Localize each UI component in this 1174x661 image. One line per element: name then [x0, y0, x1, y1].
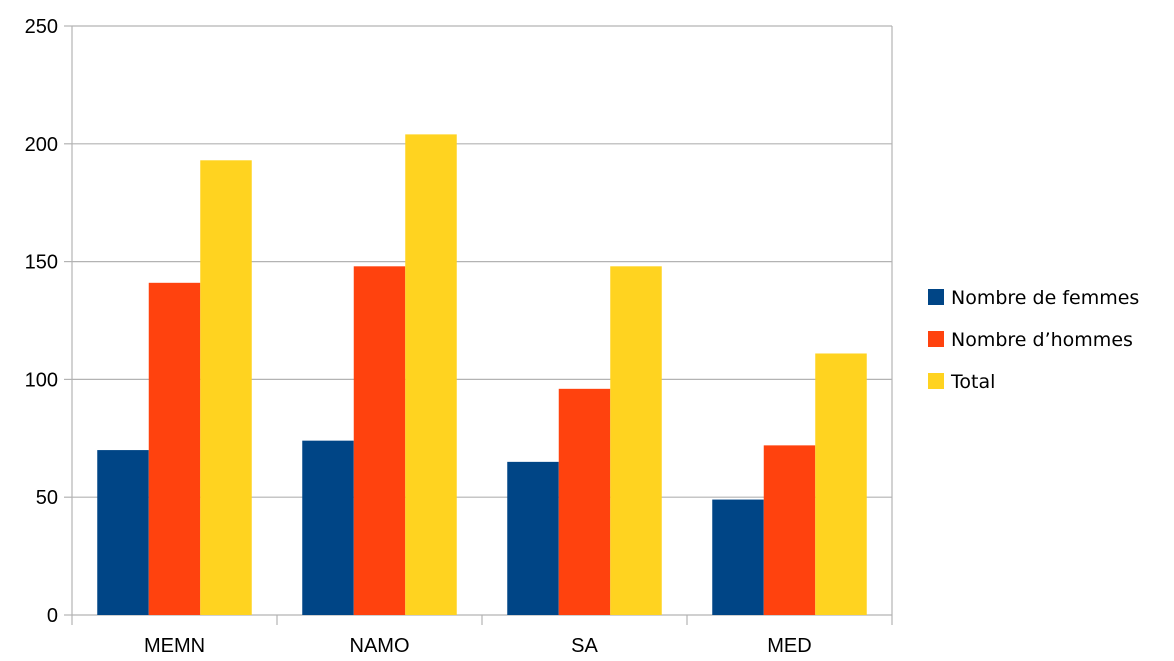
bar-namo-series-1 [353, 266, 406, 615]
legend-label: Nombre d’hommes [951, 329, 1133, 351]
bar-med-series-1 [763, 445, 816, 615]
bar-med-series-0 [712, 499, 764, 615]
legend-swatch [928, 373, 944, 389]
x-category-label: NAMO [350, 635, 410, 657]
bar-memn-series-0 [97, 450, 149, 615]
y-axis-tick-labels: 0 50 100 150 200 250 [25, 16, 58, 627]
x-axis-category-labels: MEMN NAMO SA MED [144, 635, 812, 657]
bar-namo-series-0 [302, 440, 354, 615]
y-tick-label: 150 [25, 252, 58, 274]
bar-memn-series-2 [200, 160, 252, 616]
y-tick-label: 250 [25, 16, 58, 38]
legend-swatch [928, 289, 944, 305]
legend-swatch [928, 331, 944, 347]
legend: Nombre de femmes Nombre d’hommes Total [928, 287, 1139, 393]
x-category-label: MEMN [144, 635, 205, 657]
axes [64, 25, 893, 625]
bar-memn-series-1 [148, 282, 201, 615]
y-tick-label: 200 [25, 134, 58, 156]
legend-label: Total [950, 371, 995, 393]
legend-label: Nombre de femmes [951, 287, 1139, 309]
x-category-label: MED [767, 635, 811, 657]
bars [97, 134, 867, 616]
y-tick-label: 0 [47, 605, 58, 627]
y-tick-label: 50 [36, 487, 58, 509]
bar-sa-series-1 [558, 388, 611, 615]
bar-namo-series-2 [405, 134, 457, 615]
bar-med-series-2 [815, 353, 867, 615]
bar-sa-series-0 [507, 461, 559, 615]
x-category-label: SA [571, 635, 598, 657]
bar-sa-series-2 [610, 266, 662, 615]
y-tick-label: 100 [25, 369, 58, 391]
